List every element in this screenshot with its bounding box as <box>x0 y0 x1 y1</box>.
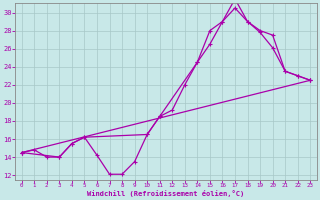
X-axis label: Windchill (Refroidissement éolien,°C): Windchill (Refroidissement éolien,°C) <box>87 190 244 197</box>
